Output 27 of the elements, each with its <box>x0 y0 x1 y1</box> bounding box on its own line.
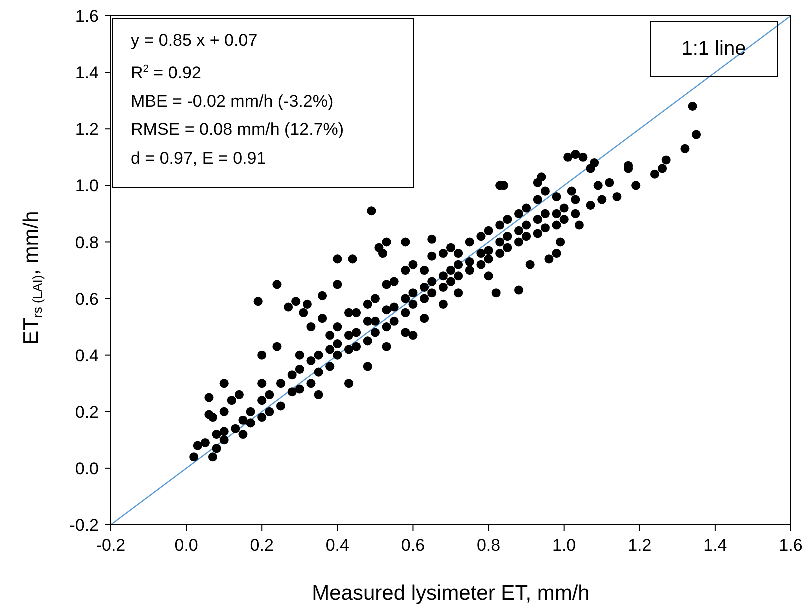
y-tick-label: 1.6 <box>75 7 99 26</box>
y-tick-label: 0.4 <box>75 346 99 366</box>
x-tick-label: 1.0 <box>552 536 576 556</box>
y-tick-label: 0.2 <box>75 402 99 422</box>
x-axis-title: Measured lysimeter ET, mm/h <box>312 582 590 605</box>
annotation: R$^{2}$ = 0.92 <box>131 63 202 82</box>
y-tick-label: 0.0 <box>75 459 99 478</box>
y-tick-label: 1.0 <box>75 176 99 196</box>
x-tick-label: -0.2 <box>96 536 126 556</box>
annotation: RMSE = 0.08 mm/h (12.7%) <box>131 120 344 140</box>
x-tick-label: 0.6 <box>401 536 426 556</box>
y-tick-label: 0.6 <box>75 290 99 309</box>
x-tick-label: 0.0 <box>174 536 198 556</box>
y-tick-label: 0.8 <box>75 233 99 252</box>
annotation: 1:1 line <box>682 38 746 60</box>
x-tick-label: 0.2 <box>250 536 274 556</box>
annotation: y = 0.85 x + 0.07 <box>131 31 258 50</box>
y-tick-label: 1.2 <box>75 120 99 140</box>
y-tick-label: 1.4 <box>75 64 99 83</box>
x-tick-label: 1.4 <box>704 536 728 556</box>
x-tick-label: 1.2 <box>628 536 652 556</box>
x-tick-label: 0.8 <box>476 536 501 556</box>
annotation: d = 0.97, E = 0.91 <box>131 148 266 168</box>
y-tick-label: -0.2 <box>70 516 99 536</box>
x-tick-label: 0.4 <box>326 536 350 556</box>
x-tick-label: 1.6 <box>779 536 803 556</box>
annotation: MBE = -0.02 mm/h (-3.2%) <box>131 92 334 111</box>
